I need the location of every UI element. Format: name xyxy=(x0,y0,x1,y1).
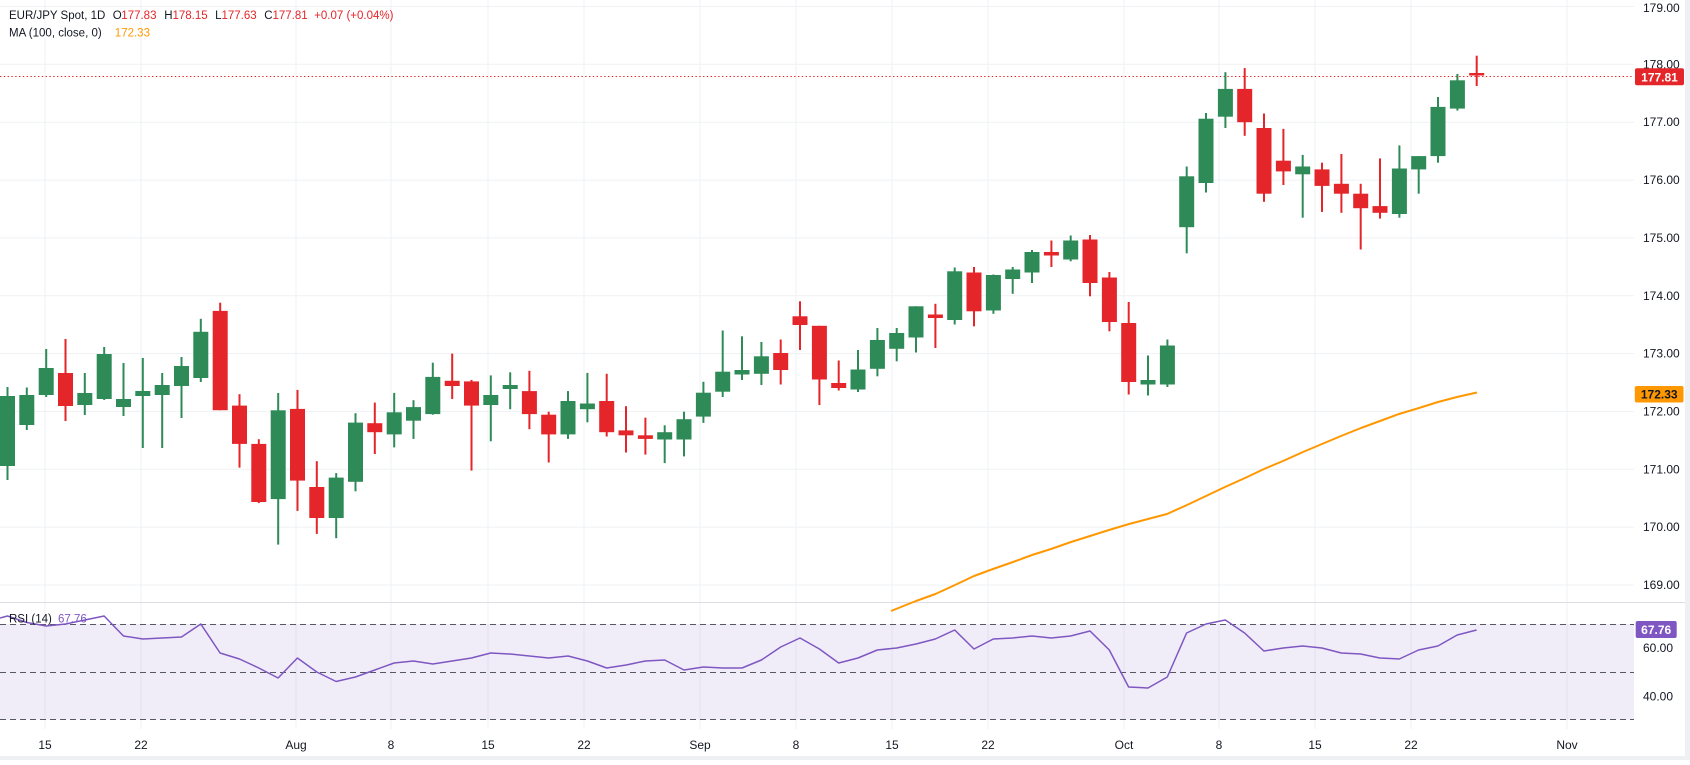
svg-text:EUR/JPY Spot, 1D: EUR/JPY Spot, 1D xyxy=(9,10,105,22)
svg-text:67.76: 67.76 xyxy=(1641,623,1671,637)
svg-text:172.33: 172.33 xyxy=(115,28,150,40)
svg-text:60.00: 60.00 xyxy=(1643,641,1673,655)
svg-text:C: C xyxy=(264,10,272,22)
svg-text:171.00: 171.00 xyxy=(1643,462,1680,476)
svg-text:O: O xyxy=(113,10,122,22)
svg-text:172.00: 172.00 xyxy=(1643,404,1680,418)
svg-text:15: 15 xyxy=(481,738,495,752)
svg-text:176.00: 176.00 xyxy=(1643,173,1680,187)
svg-text:178.00: 178.00 xyxy=(1643,57,1680,71)
svg-text:MA (100, close, 0): MA (100, close, 0) xyxy=(9,28,102,40)
svg-text:8: 8 xyxy=(388,738,395,752)
svg-text:RSI (14): RSI (14) xyxy=(9,614,52,626)
svg-text:15: 15 xyxy=(38,738,52,752)
svg-text:177.63: 177.63 xyxy=(222,10,257,22)
svg-text:22: 22 xyxy=(134,738,148,752)
svg-text:15: 15 xyxy=(1308,738,1322,752)
svg-text:172.33: 172.33 xyxy=(1641,388,1678,402)
svg-text:Oct: Oct xyxy=(1115,738,1134,752)
svg-text:Aug: Aug xyxy=(285,738,306,752)
svg-text:40.00: 40.00 xyxy=(1643,689,1673,703)
svg-text:Sep: Sep xyxy=(689,738,711,752)
svg-text:22: 22 xyxy=(981,738,995,752)
svg-text:173.00: 173.00 xyxy=(1643,347,1680,361)
svg-text:67.76: 67.76 xyxy=(58,614,87,626)
svg-text:15: 15 xyxy=(885,738,899,752)
svg-text:177.81: 177.81 xyxy=(273,10,308,22)
svg-text:174.00: 174.00 xyxy=(1643,289,1680,303)
svg-text:8: 8 xyxy=(1216,738,1223,752)
svg-text:177.83: 177.83 xyxy=(121,10,156,22)
svg-text:170.00: 170.00 xyxy=(1643,520,1680,534)
svg-text:179.00: 179.00 xyxy=(1643,1,1680,15)
svg-text:175.00: 175.00 xyxy=(1643,231,1680,245)
svg-text:8: 8 xyxy=(793,738,800,752)
svg-text:177.00: 177.00 xyxy=(1643,115,1680,129)
svg-text:178.15: 178.15 xyxy=(173,10,208,22)
svg-text:+0.07 (+0.04%): +0.07 (+0.04%) xyxy=(314,10,393,22)
svg-text:Nov: Nov xyxy=(1556,738,1577,752)
svg-text:H: H xyxy=(164,10,172,22)
svg-text:L: L xyxy=(215,10,222,22)
svg-text:22: 22 xyxy=(1404,738,1418,752)
svg-text:22: 22 xyxy=(577,738,591,752)
svg-text:177.81: 177.81 xyxy=(1641,70,1678,84)
svg-text:169.00: 169.00 xyxy=(1643,578,1680,592)
